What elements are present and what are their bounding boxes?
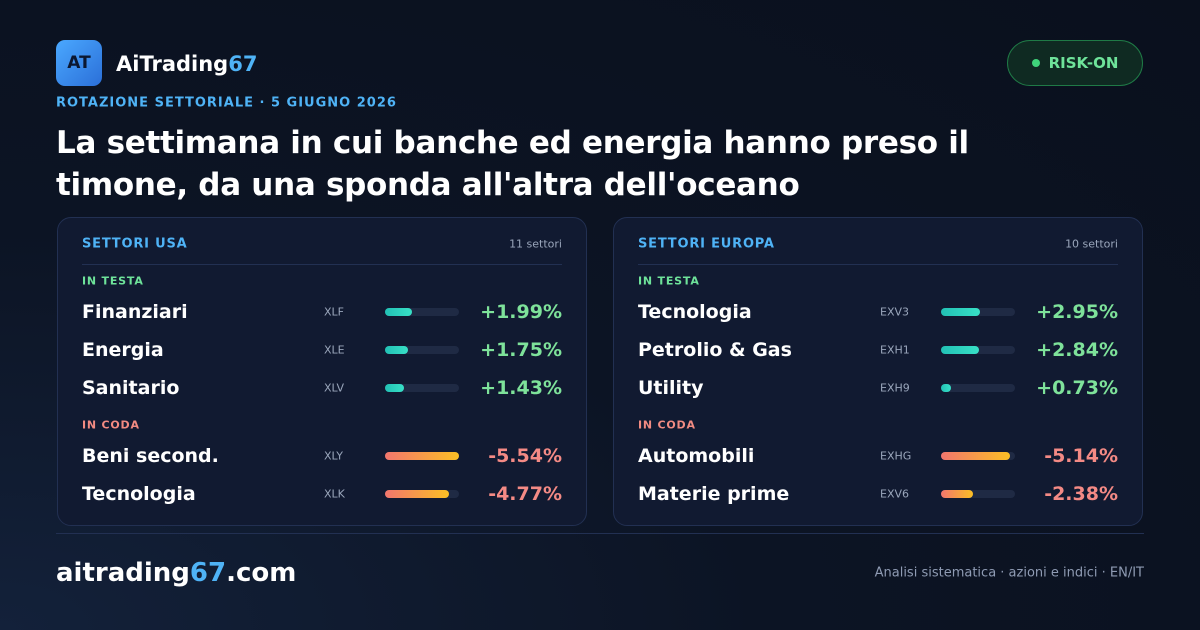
ticker: XLE [324, 343, 345, 357]
change: +0.73% [1036, 377, 1118, 399]
headline: La settimana in cui banche ed energia ha… [56, 125, 969, 161]
logo: AT [56, 40, 102, 86]
headline: timone, da una sponda all'altra dell'oce… [56, 167, 800, 203]
bar-track [385, 384, 459, 392]
sector-name: Sanitario [82, 377, 180, 399]
group-label: IN TESTA [638, 274, 700, 288]
sector-name: Finanziari [82, 301, 188, 323]
bar-track [941, 346, 1015, 354]
bar [385, 452, 459, 460]
ticker: XLK [324, 487, 345, 501]
sector-name: Automobili [638, 445, 755, 467]
bar [941, 384, 951, 392]
bar [385, 384, 405, 392]
bar-track [385, 452, 459, 460]
bar-track [385, 346, 459, 354]
panel-divider [82, 264, 562, 265]
ticker: EXH1 [880, 343, 910, 357]
panel-count: 10 settori [1065, 237, 1118, 251]
bar [385, 308, 412, 316]
site: aitrading67.com [56, 558, 296, 588]
ticker: EXH9 [880, 381, 910, 395]
site-accent: 67 [189, 558, 227, 588]
badge: RISK-ON [1007, 40, 1143, 86]
ticker: XLY [324, 449, 343, 463]
ticker: EXV3 [880, 305, 910, 319]
bar [385, 346, 409, 354]
sector-name: Materie prime [638, 483, 790, 505]
sector-name: Utility [638, 377, 704, 399]
change: -4.77% [488, 483, 562, 505]
change: -5.54% [488, 445, 562, 467]
badge-text: RISK-ON [1048, 54, 1119, 72]
change: +1.75% [480, 339, 562, 361]
panel-count: 11 settori [509, 237, 562, 251]
sector-name: Beni second. [82, 445, 219, 467]
brand-accent: 67 [228, 52, 258, 76]
brand-name: AiTrading [116, 52, 229, 76]
ticker: EXV6 [880, 487, 910, 501]
group-label: IN TESTA [82, 274, 144, 288]
badge-dot [1031, 59, 1040, 67]
change: +2.95% [1036, 301, 1118, 323]
panel: SETTORI USA 11 settori IN TESTA Finanziari X… [57, 217, 587, 526]
bar [941, 308, 981, 316]
panel-divider [638, 264, 1118, 265]
bar [941, 490, 973, 498]
ticker: XLF [324, 305, 344, 319]
site-name: aitrading [56, 558, 190, 588]
bar [941, 452, 1010, 460]
group-label: IN CODA [82, 418, 140, 432]
change: -5.14% [1044, 445, 1118, 467]
divider [56, 533, 1144, 534]
bar [941, 346, 979, 354]
panel-title: SETTORI EUROPA [638, 236, 775, 252]
bar-track [385, 490, 459, 498]
sector-name: Energia [82, 339, 164, 361]
change: +2.84% [1036, 339, 1118, 361]
bar-track [941, 452, 1015, 460]
panel: SETTORI EUROPA 10 settori IN TESTA Tecnolog… [613, 217, 1143, 526]
sector-name: Tecnologia [82, 483, 196, 505]
site-tld: .com [226, 558, 297, 588]
tagline: Analisi sistematica · azioni e indici · … [874, 565, 1144, 581]
kicker: ROTAZIONE SETTORIALE · 5 GIUGNO 2026 [56, 95, 397, 111]
bar-track [941, 384, 1015, 392]
group-label: IN CODA [638, 418, 696, 432]
change: +1.99% [480, 301, 562, 323]
ticker: XLV [324, 381, 344, 395]
sector-name: Petrolio & Gas [638, 339, 792, 361]
bar-track [941, 490, 1015, 498]
panel-title: SETTORI USA [82, 236, 188, 252]
change: +1.43% [480, 377, 562, 399]
bar-track [941, 308, 1015, 316]
sector-name: Tecnologia [638, 301, 752, 323]
bar [385, 490, 449, 498]
change: -2.38% [1044, 483, 1118, 505]
ticker: EXHG [880, 449, 912, 463]
bar-track [385, 308, 459, 316]
brand: AiTrading67 [116, 52, 257, 76]
